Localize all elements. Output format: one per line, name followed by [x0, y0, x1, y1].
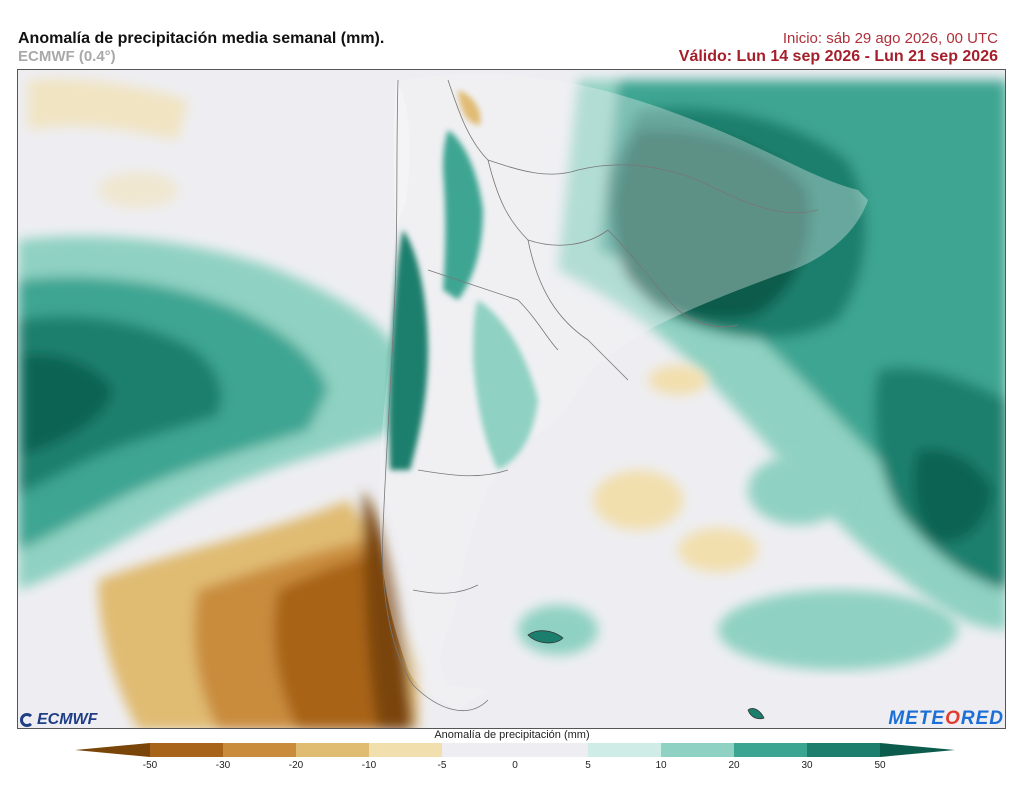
legend-tick-label: -50: [142, 760, 158, 771]
south-atlantic-wet: [518, 590, 958, 670]
legend-swatch: [296, 743, 370, 757]
northwest-dry-patches: [28, 78, 188, 208]
south-georgia: [747, 708, 765, 720]
south-america-land: [379, 73, 868, 710]
ecmwf-logo-icon: [20, 713, 34, 727]
meteored-logo: METEORED: [888, 708, 1004, 729]
legend-tick-label: 10: [655, 760, 667, 771]
legend-swatch: [515, 743, 589, 757]
legend-swatch: [442, 743, 516, 757]
legend-tick-label: 50: [874, 760, 886, 771]
legend-tick-label: -10: [361, 760, 377, 771]
legend-tick-label: 20: [728, 760, 740, 771]
falkland-islands: [527, 630, 564, 644]
color-legend: [75, 743, 955, 757]
country-borders: [382, 79, 819, 711]
legend-tick-label: -20: [288, 760, 304, 771]
legend-swatch: [661, 743, 735, 757]
central-atlantic-anomalies: [528, 365, 848, 572]
atlantic-wet-zone: [558, 80, 1005, 630]
southwest-dry-zone: [98, 490, 418, 728]
map-title: Anomalía de precipitación media semanal …: [18, 30, 385, 47]
legend-swatch: [588, 743, 662, 757]
andes-wet-strip: [389, 90, 538, 470]
legend-tick-label: 5: [585, 760, 591, 771]
legend-swatch: [734, 743, 808, 757]
legend-swatch: [369, 743, 443, 757]
legend-tick-label: 0: [512, 760, 518, 771]
ecmwf-logo: ECMWF: [20, 711, 97, 729]
legend-tick-label: -5: [437, 760, 447, 771]
init-time: Inicio: sáb 29 ago 2026, 00 UTC: [782, 30, 998, 47]
legend-tick-label: 30: [801, 760, 813, 771]
legend-arrow-left: [75, 743, 150, 757]
legend-title: Anomalía de precipitación (mm): [434, 729, 590, 741]
pacific-wet-band: [18, 236, 398, 590]
legend-swatch: [807, 743, 881, 757]
precipitation-anomaly-map[interactable]: [17, 69, 1006, 729]
legend-tick-label: -30: [215, 760, 231, 771]
legend-arrow-right: [880, 743, 955, 757]
map-canvas: [18, 70, 1005, 728]
model-label: ECMWF (0.4°): [18, 48, 116, 65]
atacama-coast: [393, 80, 410, 230]
legend-swatch: [223, 743, 297, 757]
valid-period: Válido: Lun 14 sep 2026 - Lun 21 sep 202…: [678, 48, 998, 65]
legend-swatch: [150, 743, 224, 757]
